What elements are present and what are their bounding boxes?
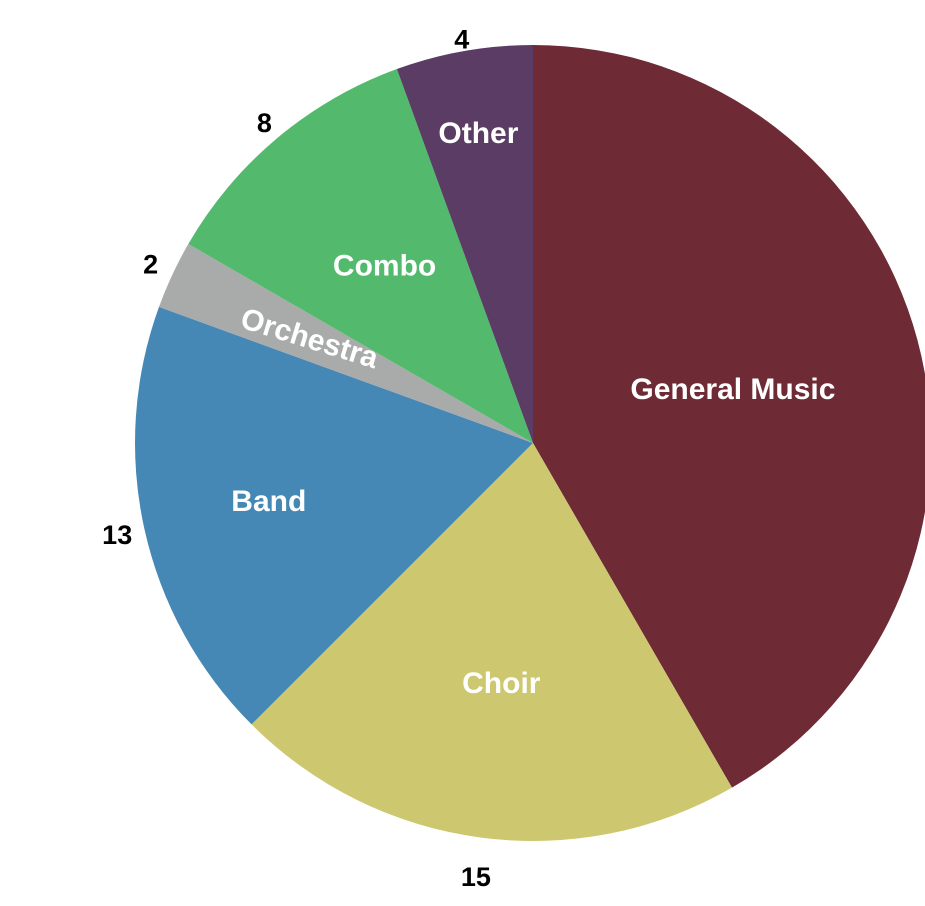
value-label-band: 13 [102, 520, 132, 550]
slice-general-music [533, 45, 925, 788]
slice-combo [188, 69, 533, 443]
value-labels: 15 13 2 8 4 [102, 24, 491, 892]
slice-label-general-music: General Music [630, 373, 835, 406]
slice-label-combo: Combo [333, 250, 436, 283]
value-label-combo: 8 [257, 108, 272, 138]
slice-orchestra [159, 244, 533, 443]
slice-band [134, 306, 533, 725]
slice-label-other: Other [438, 117, 518, 150]
slice-choir [251, 443, 732, 842]
value-label-orchestra: 2 [143, 250, 158, 280]
slice-label-choir: Choir [462, 667, 541, 700]
pie-slices [134, 45, 925, 842]
value-label-other: 4 [454, 24, 469, 54]
slice-label-band: Band [231, 485, 306, 518]
slice-other [396, 45, 533, 443]
value-label-choir: 15 [461, 862, 491, 892]
